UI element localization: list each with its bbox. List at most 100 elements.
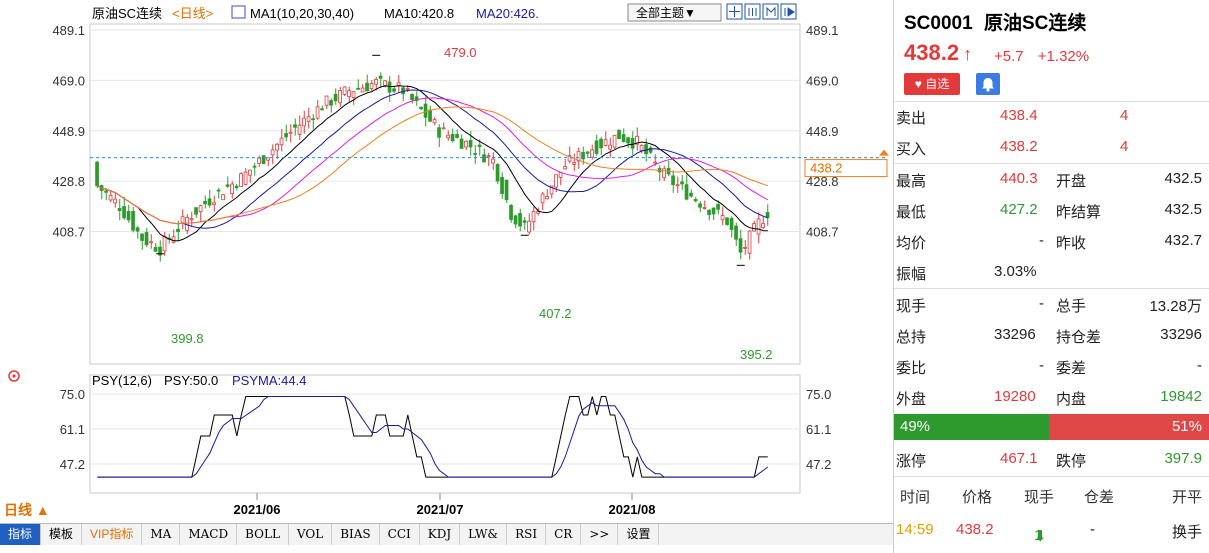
price-tick-right: 469.0 xyxy=(806,73,839,88)
candle-body xyxy=(216,189,221,192)
theme-button[interactable]: 全部主题▼ xyxy=(627,3,722,22)
candle-body xyxy=(477,144,482,147)
crosshair-icon[interactable] xyxy=(726,3,743,20)
candle-body xyxy=(756,218,761,235)
candle-body xyxy=(243,171,248,185)
price-tick-left: 448.9 xyxy=(52,124,85,139)
price-change: +5.7 +1.32% xyxy=(994,48,1089,65)
indicator-tab-9[interactable]: KDJ xyxy=(420,524,461,545)
quote-code: SC0001 xyxy=(904,13,973,34)
indicator-tab-0[interactable]: 指标 xyxy=(0,524,42,545)
trade-header-oi: 仓差 xyxy=(1084,489,1115,506)
period-tag[interactable]: <日线> xyxy=(172,6,213,21)
candle-body xyxy=(365,82,369,92)
buy-qty: 4 xyxy=(1120,138,1129,155)
indicator-tab-14[interactable]: 设置 xyxy=(618,524,660,545)
candle-body xyxy=(720,215,725,221)
indicator-tab-1[interactable]: 模板 xyxy=(41,524,83,545)
high-annotation: 479.0 xyxy=(444,45,477,60)
indicator-tab-3[interactable]: MA xyxy=(142,524,181,545)
candle-body xyxy=(320,108,324,111)
indicator-tab-5[interactable]: BOLL xyxy=(237,524,289,545)
ratio-label: 委比 xyxy=(896,360,927,377)
indicator-tab-10[interactable]: LW& xyxy=(460,524,508,545)
candle-body xyxy=(617,129,621,140)
indicator-tab-12[interactable]: CR xyxy=(546,524,582,545)
ma-toggle-icon[interactable] xyxy=(231,5,246,19)
candle-body xyxy=(518,213,522,227)
high-value: 440.3 xyxy=(1000,170,1038,187)
candle-body xyxy=(675,184,680,187)
indicator-tab-4[interactable]: MACD xyxy=(180,524,238,545)
candle-body xyxy=(603,139,608,146)
period-button[interactable]: 日线 ▲ xyxy=(4,502,50,518)
candle-body xyxy=(293,124,297,128)
sell-qty: 4 xyxy=(1120,107,1129,124)
candle-body xyxy=(522,220,527,223)
prev-close-label: 昨收 xyxy=(1056,235,1087,252)
candle-body xyxy=(369,83,374,90)
indicator-tab-2[interactable]: VIP指标 xyxy=(82,524,143,545)
main-chart-frame xyxy=(89,23,801,365)
indicator-tab-11[interactable]: RSI xyxy=(507,524,547,545)
candle-body xyxy=(189,218,194,221)
candle-body xyxy=(257,157,261,164)
oi-diff-label: 持仓差 xyxy=(1056,329,1102,346)
candle-body xyxy=(419,106,423,110)
outer-value: 19280 xyxy=(994,388,1036,405)
candle-body xyxy=(450,133,455,142)
candle-body xyxy=(311,118,315,121)
candle-body xyxy=(113,198,117,204)
alert-button[interactable] xyxy=(976,73,1000,95)
candle-body xyxy=(612,134,617,148)
zoom-out-icon[interactable] xyxy=(762,3,779,20)
candle-body xyxy=(230,183,234,195)
candle-body xyxy=(392,88,396,92)
limit-up-label: 涨停 xyxy=(896,453,927,470)
candle-body xyxy=(495,164,500,182)
price-tick-right: 408.7 xyxy=(806,225,839,240)
zoom-in-icon[interactable] xyxy=(744,3,761,20)
indicator-tab-13[interactable]: >> xyxy=(581,524,619,545)
candle-body xyxy=(693,199,698,202)
low-value: 427.2 xyxy=(1000,201,1038,218)
low-annotation-1: 399.8 xyxy=(171,331,204,346)
current-price-arrow-icon xyxy=(879,149,889,156)
open-interest-row: 总持 33296 持仓差 33296 xyxy=(894,320,1209,351)
indicator-tab-8[interactable]: CCI xyxy=(380,524,420,545)
add-favorite-button[interactable]: ♥ 自选 xyxy=(904,73,960,95)
candle-body xyxy=(347,90,351,98)
psy-value: PSY:50.0 xyxy=(164,373,218,388)
inner-label: 内盘 xyxy=(1056,391,1087,408)
kline-chart[interactable]: 原油SC连续 <日线> MA1(10,20,30,40) MA10:420.8 … xyxy=(0,0,893,523)
candle-body xyxy=(329,100,333,106)
candle-body xyxy=(423,103,428,118)
next-page-icon[interactable] xyxy=(780,3,797,20)
quote-title: SC0001 原油SC连续 xyxy=(904,8,1086,35)
candle-body xyxy=(270,149,275,156)
candle-body xyxy=(338,90,342,104)
outer-ratio-fill: 49% xyxy=(894,414,1049,440)
ma40-line xyxy=(97,106,768,225)
candle-body xyxy=(239,173,243,187)
psy-label: PSY(12,6) xyxy=(92,373,152,388)
ma30-line xyxy=(97,97,769,225)
candle-body xyxy=(594,140,599,154)
candle-body xyxy=(491,158,495,164)
candle-body xyxy=(275,143,279,151)
psy-tick-right: 75.0 xyxy=(806,387,831,402)
candle-body xyxy=(644,144,648,155)
kline-chart-area[interactable]: 原油SC连续 <日线> MA1(10,20,30,40) MA10:420.8 … xyxy=(0,0,893,553)
indicator-settings-icon[interactable] xyxy=(8,370,20,382)
oi-label: 总持 xyxy=(896,329,927,346)
date-label: 2021/07 xyxy=(417,502,464,517)
candle-body xyxy=(414,96,419,101)
prev-settle-value: 432.5 xyxy=(1164,201,1202,218)
amp-value: 3.03% xyxy=(994,263,1037,280)
main-price-axis-right: 489.1 469.0 448.9 428.8 408.7 xyxy=(806,23,839,240)
now-vol-label: 现手 xyxy=(896,298,927,315)
avg-value: - xyxy=(1039,232,1044,249)
indicator-tab-7[interactable]: BIAS xyxy=(332,524,380,545)
candle-body xyxy=(180,216,185,224)
indicator-tab-6[interactable]: VOL xyxy=(289,524,333,545)
